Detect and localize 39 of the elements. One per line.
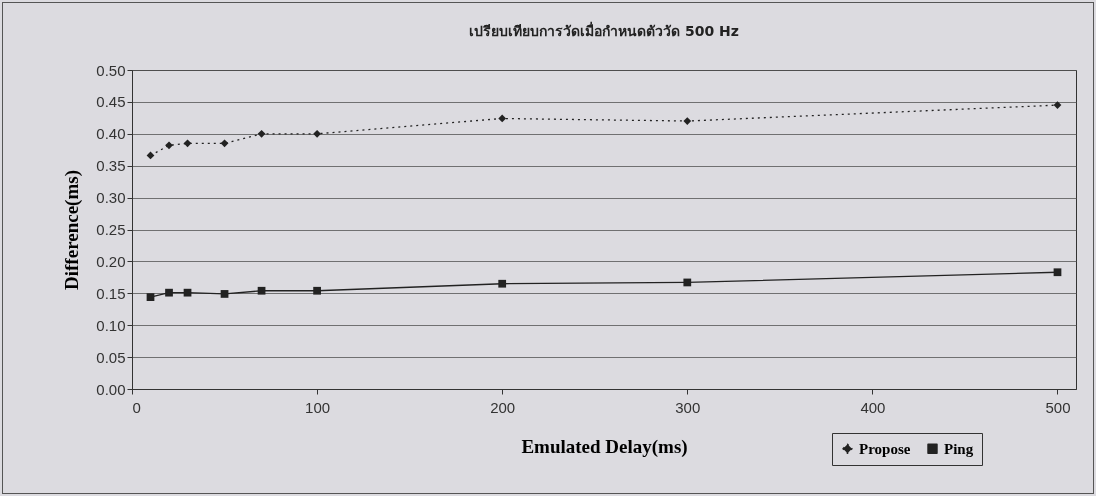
point: [183, 288, 192, 297]
y-tick-label: 0.35: [96, 157, 126, 175]
x-tick-label: 500: [1045, 398, 1071, 416]
point: [1053, 101, 1062, 109]
x-tick-label: 100: [305, 398, 331, 416]
x-tick-label: 400: [860, 398, 886, 416]
x-tick-label: 200: [490, 398, 516, 416]
point: [1053, 268, 1062, 277]
point: [683, 278, 692, 287]
legend-label: Ping: [944, 440, 974, 457]
y-tick-label: 0.45: [96, 93, 126, 111]
y-tick-label: 0.50: [96, 61, 126, 79]
y-tick-label: 0.00: [96, 380, 126, 398]
y-tick-label: 0.15: [96, 284, 126, 302]
y-tick-label: 0.30: [96, 189, 126, 207]
chart-title: เปรียบเทียบการวัดเมื่อกำหนดตัววัด 500 Hz: [469, 21, 739, 39]
point: [165, 141, 173, 150]
x-axis-title: Emulated Delay(ms): [521, 435, 688, 458]
point: [183, 139, 192, 148]
y-axis-title: Difference(ms): [61, 170, 84, 290]
y-tick-label: 0.05: [96, 348, 126, 366]
point: [313, 286, 321, 295]
y-tick-label: 0.20: [96, 252, 126, 270]
y-tick-label: 0.40: [96, 125, 126, 143]
point: [683, 117, 692, 125]
y-tick-label: 0.10: [96, 316, 126, 334]
point: [220, 290, 229, 298]
point: [498, 279, 507, 288]
point: [165, 288, 173, 297]
point: [257, 286, 266, 295]
point: [220, 139, 229, 148]
x-tick-label: 300: [675, 398, 701, 416]
y-tick-label: 0.25: [96, 221, 126, 238]
point: [146, 293, 155, 301]
point: [257, 129, 266, 138]
x-tick-label: 0: [132, 398, 141, 416]
point: [498, 114, 507, 123]
legend-label: Propose: [859, 440, 911, 457]
point: [313, 129, 321, 138]
